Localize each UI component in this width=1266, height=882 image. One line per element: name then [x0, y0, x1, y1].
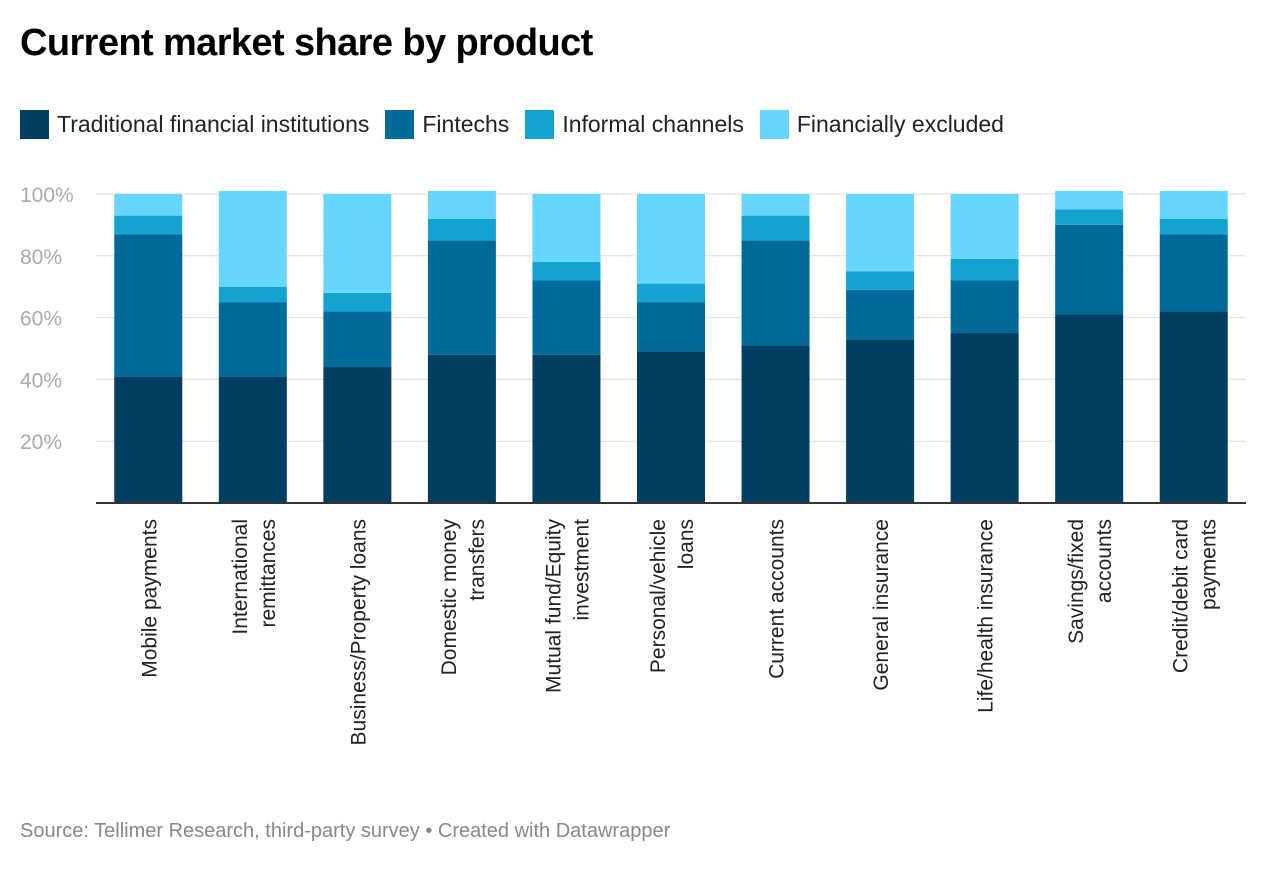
bar-segment — [218, 376, 287, 503]
x-tick-label: Domestic money transfers — [438, 519, 489, 676]
x-tick-label-line: Credit/debit card — [1170, 519, 1193, 673]
bar-segment — [218, 190, 287, 287]
legend-label: Financially excluded — [796, 111, 1004, 137]
bar-segment — [1159, 218, 1228, 235]
bar-segment — [1159, 234, 1228, 312]
bar-segment — [114, 215, 183, 235]
bar-segment — [323, 311, 392, 368]
bar-segment — [846, 194, 915, 272]
bar-segment — [323, 292, 392, 312]
x-tick-label: Credit/debit card payments — [1170, 519, 1221, 673]
y-tick-label: 20% — [20, 431, 62, 454]
x-tick-label: International remittances — [229, 519, 280, 635]
y-tick-label: 40% — [20, 369, 62, 392]
x-tick-label: Mobile payments — [138, 519, 161, 678]
bar-segment — [427, 218, 496, 241]
bar-segment — [846, 339, 915, 503]
x-tick-label-line: Personal/vehicle — [647, 519, 670, 673]
x-tick-label-line: accounts — [1093, 519, 1116, 603]
legend-item: Informal channels — [525, 110, 744, 139]
bar-segment — [1159, 311, 1228, 503]
legend-label: Fintechs — [422, 111, 510, 137]
bar-segment — [741, 215, 810, 241]
x-tick-label: Life/health insurance — [975, 519, 998, 713]
x-tick-label-line: remittances — [257, 519, 280, 628]
legend-swatch — [525, 110, 555, 139]
x-tick-label-line: International — [229, 519, 252, 635]
legend-item: Traditional financial institutions — [20, 110, 369, 139]
legend-swatch — [759, 110, 789, 139]
x-tick-label: Current accounts — [766, 519, 789, 679]
bar-segment — [218, 286, 287, 303]
x-tick-label-line: payments — [1198, 519, 1221, 610]
bar-segment — [637, 351, 705, 503]
y-tick-label: 60% — [20, 308, 62, 331]
x-tick-label-line: Savings/fixed — [1065, 519, 1088, 644]
bar-segment — [741, 194, 810, 216]
x-tick-label-line: Mobile payments — [138, 519, 161, 678]
legend-item: Financially excluded — [759, 110, 1004, 139]
bar-segment — [1055, 209, 1124, 225]
x-tick-label: Savings/fixed accounts — [1065, 519, 1116, 644]
bar-segment — [323, 367, 392, 503]
bar-segment — [637, 283, 705, 303]
bar-segment — [218, 302, 287, 377]
x-tick-label-line: Business/Property loans — [347, 519, 370, 745]
x-tick-label-line: transfers — [466, 519, 489, 601]
bar-segment — [532, 354, 601, 503]
bar-segment — [532, 194, 601, 262]
bar-segment — [532, 280, 601, 355]
bar-segment — [427, 354, 496, 503]
x-tick-label: Mutual fund/Equity investment — [542, 519, 593, 693]
bar-segment — [950, 280, 1019, 334]
source-footer: Source: Tellimer Research, third-party s… — [20, 820, 671, 842]
legend: Traditional financial institutions Fintec… — [20, 110, 1020, 139]
y-tick-label: 80% — [20, 246, 62, 269]
x-tick-label-line: Life/health insurance — [975, 519, 998, 713]
x-tick-label-line: loans — [675, 519, 698, 569]
legend-swatch — [20, 110, 49, 139]
bar-segment — [637, 302, 705, 352]
bar-segment — [114, 194, 183, 216]
legend-label: Informal channels — [562, 111, 744, 137]
bar-segment — [741, 240, 810, 346]
bar-segment — [950, 333, 1019, 503]
x-tick-label: Personal/vehicle loans — [647, 519, 698, 673]
bar-segment — [846, 289, 915, 340]
bar-segment — [637, 194, 705, 284]
x-tick-label-line: Domestic money — [438, 519, 461, 676]
bar-segment — [427, 240, 496, 355]
x-tick-label: Business/Property loans — [347, 519, 370, 745]
chart-title: Current market share by product — [20, 22, 593, 64]
legend-swatch — [385, 110, 415, 139]
x-tick-label-line: investment — [570, 519, 593, 621]
legend-item: Fintechs — [385, 110, 509, 139]
bar-segment — [1159, 190, 1228, 219]
x-tick-label-line: General insurance — [870, 519, 893, 691]
bar-segment — [950, 258, 1019, 281]
bar-segment — [1055, 190, 1124, 210]
bar-segment — [846, 271, 915, 290]
bar-segment — [323, 194, 392, 293]
bar-segment — [427, 190, 496, 219]
bar-segment — [950, 194, 1019, 259]
bar-segment — [741, 345, 810, 503]
x-tick-label-line: Current accounts — [766, 519, 789, 679]
x-tick-label: General insurance — [870, 519, 893, 691]
bar-segment — [1055, 314, 1124, 503]
bar-segment — [532, 261, 601, 281]
bar-segment — [114, 234, 183, 377]
y-tick-label: 100% — [20, 184, 74, 207]
legend-label: Traditional financial institutions — [57, 111, 370, 137]
x-tick-label-line: Mutual fund/Equity — [542, 519, 565, 693]
bar-segment — [114, 376, 183, 503]
bar-segment — [1055, 224, 1124, 315]
chart-plot: 20% 40% 60% 80% 100% Mobile payments Internati… — [20, 184, 1246, 745]
